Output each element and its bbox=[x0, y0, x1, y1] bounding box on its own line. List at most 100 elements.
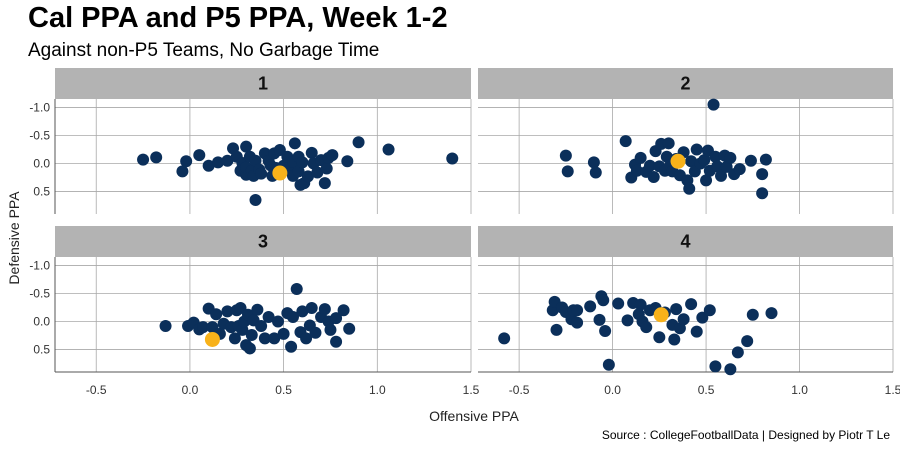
facet-strip-label: 3 bbox=[258, 232, 268, 252]
x-tick-label: 0.5 bbox=[698, 383, 715, 397]
other-team-point bbox=[382, 143, 395, 156]
other-team-point bbox=[240, 140, 253, 153]
other-team-point bbox=[271, 315, 284, 328]
other-team-point bbox=[221, 154, 234, 167]
other-team-point bbox=[300, 332, 313, 345]
x-tick-label: 0.0 bbox=[182, 383, 199, 397]
other-team-point bbox=[709, 150, 722, 163]
other-team-point bbox=[571, 304, 584, 317]
other-team-point bbox=[746, 308, 759, 321]
other-team-point bbox=[707, 98, 720, 111]
facet-strip-label: 4 bbox=[680, 232, 690, 252]
other-team-point bbox=[330, 312, 343, 325]
other-team-point bbox=[305, 146, 318, 159]
other-team-point bbox=[309, 326, 322, 339]
chart-title: Cal PPA and P5 PPA, Week 1-2 bbox=[28, 2, 448, 34]
other-team-point bbox=[720, 160, 733, 173]
other-team-point bbox=[193, 149, 206, 162]
other-team-point bbox=[318, 177, 331, 190]
facet-panel-4: 4 -0.5 0.0 0.5 1.0 1.5 bbox=[478, 226, 900, 397]
other-team-point bbox=[584, 300, 597, 313]
x-tick-label: 1.5 bbox=[463, 383, 480, 397]
other-team-point bbox=[285, 340, 298, 353]
other-team-point bbox=[634, 298, 647, 311]
y-tick-label: -0.5 bbox=[29, 128, 50, 142]
x-tick-label: 1.0 bbox=[369, 383, 386, 397]
cal-point bbox=[653, 307, 669, 323]
other-team-point bbox=[703, 304, 716, 317]
other-team-point bbox=[324, 323, 337, 336]
other-team-point bbox=[337, 304, 350, 317]
other-team-point bbox=[255, 167, 268, 180]
other-team-point bbox=[724, 363, 737, 376]
other-team-point bbox=[330, 335, 343, 348]
x-tick-label: 1.5 bbox=[885, 383, 900, 397]
other-team-point bbox=[724, 151, 737, 164]
y-tick-label: 0.0 bbox=[33, 157, 50, 171]
x-tick-label: 1.0 bbox=[791, 383, 808, 397]
other-team-point bbox=[698, 154, 711, 167]
other-team-point bbox=[258, 332, 271, 345]
other-team-point bbox=[268, 332, 281, 345]
other-team-point bbox=[498, 332, 511, 345]
other-team-point bbox=[673, 322, 686, 335]
other-team-point bbox=[286, 311, 299, 324]
chart-caption: Source : CollegeFootballData | Designed … bbox=[601, 428, 890, 442]
facet-strip-label: 2 bbox=[680, 74, 690, 94]
other-team-point bbox=[255, 320, 268, 332]
other-team-point bbox=[733, 163, 746, 176]
other-team-point bbox=[711, 160, 724, 173]
other-team-point bbox=[731, 346, 744, 359]
other-team-point bbox=[159, 320, 172, 332]
other-team-point bbox=[320, 162, 333, 175]
other-team-point bbox=[311, 166, 324, 179]
other-team-point bbox=[690, 143, 703, 156]
x-tick-label: 0.0 bbox=[604, 383, 621, 397]
other-team-point bbox=[561, 165, 574, 178]
other-team-point bbox=[612, 297, 625, 310]
other-team-point bbox=[176, 165, 189, 178]
other-team-point bbox=[587, 156, 600, 169]
y-axis-title: Defensive PPA bbox=[6, 191, 22, 285]
other-team-point bbox=[550, 323, 563, 336]
other-team-point bbox=[709, 360, 722, 373]
other-team-point bbox=[690, 325, 703, 338]
other-team-point bbox=[593, 313, 606, 326]
other-team-point bbox=[559, 149, 572, 162]
other-team-point bbox=[756, 168, 769, 181]
cal-point bbox=[204, 331, 220, 347]
other-team-point bbox=[221, 305, 234, 318]
other-team-point bbox=[212, 156, 225, 169]
facet-strip bbox=[55, 226, 471, 257]
facet-strip-label: 1 bbox=[258, 74, 268, 94]
other-team-point bbox=[318, 303, 331, 316]
x-tick-label: 0.5 bbox=[275, 383, 292, 397]
y-tick-label: -1.0 bbox=[29, 258, 50, 272]
other-team-point bbox=[180, 155, 193, 168]
other-team-point bbox=[245, 328, 258, 341]
other-team-point bbox=[137, 153, 150, 166]
x-tick-label: -0.5 bbox=[86, 383, 107, 397]
facet-strip bbox=[478, 68, 893, 99]
other-team-point bbox=[326, 149, 339, 162]
other-team-point bbox=[621, 314, 634, 327]
other-team-point bbox=[262, 311, 275, 324]
other-team-point bbox=[599, 325, 612, 338]
other-team-point bbox=[292, 165, 305, 178]
other-team-point bbox=[759, 153, 772, 166]
other-team-point bbox=[643, 159, 656, 172]
other-team-point bbox=[662, 137, 675, 150]
other-team-point bbox=[683, 182, 696, 195]
other-team-point bbox=[446, 152, 459, 165]
other-team-point bbox=[744, 154, 757, 167]
y-tick-label: 0.5 bbox=[33, 185, 50, 199]
other-team-point bbox=[296, 305, 309, 318]
y-tick-label: 0.5 bbox=[33, 343, 50, 357]
other-team-point bbox=[670, 303, 683, 316]
other-team-point bbox=[619, 135, 632, 148]
other-team-point bbox=[756, 187, 769, 200]
facet-panel-3: 3 -1.0 -0.5 0.0 0.5 -0.5 0.0 0.5 1.0 1.5 bbox=[29, 226, 480, 397]
other-team-point bbox=[630, 164, 643, 177]
other-team-point bbox=[290, 282, 303, 295]
y-tick-label: 0.0 bbox=[33, 315, 50, 329]
